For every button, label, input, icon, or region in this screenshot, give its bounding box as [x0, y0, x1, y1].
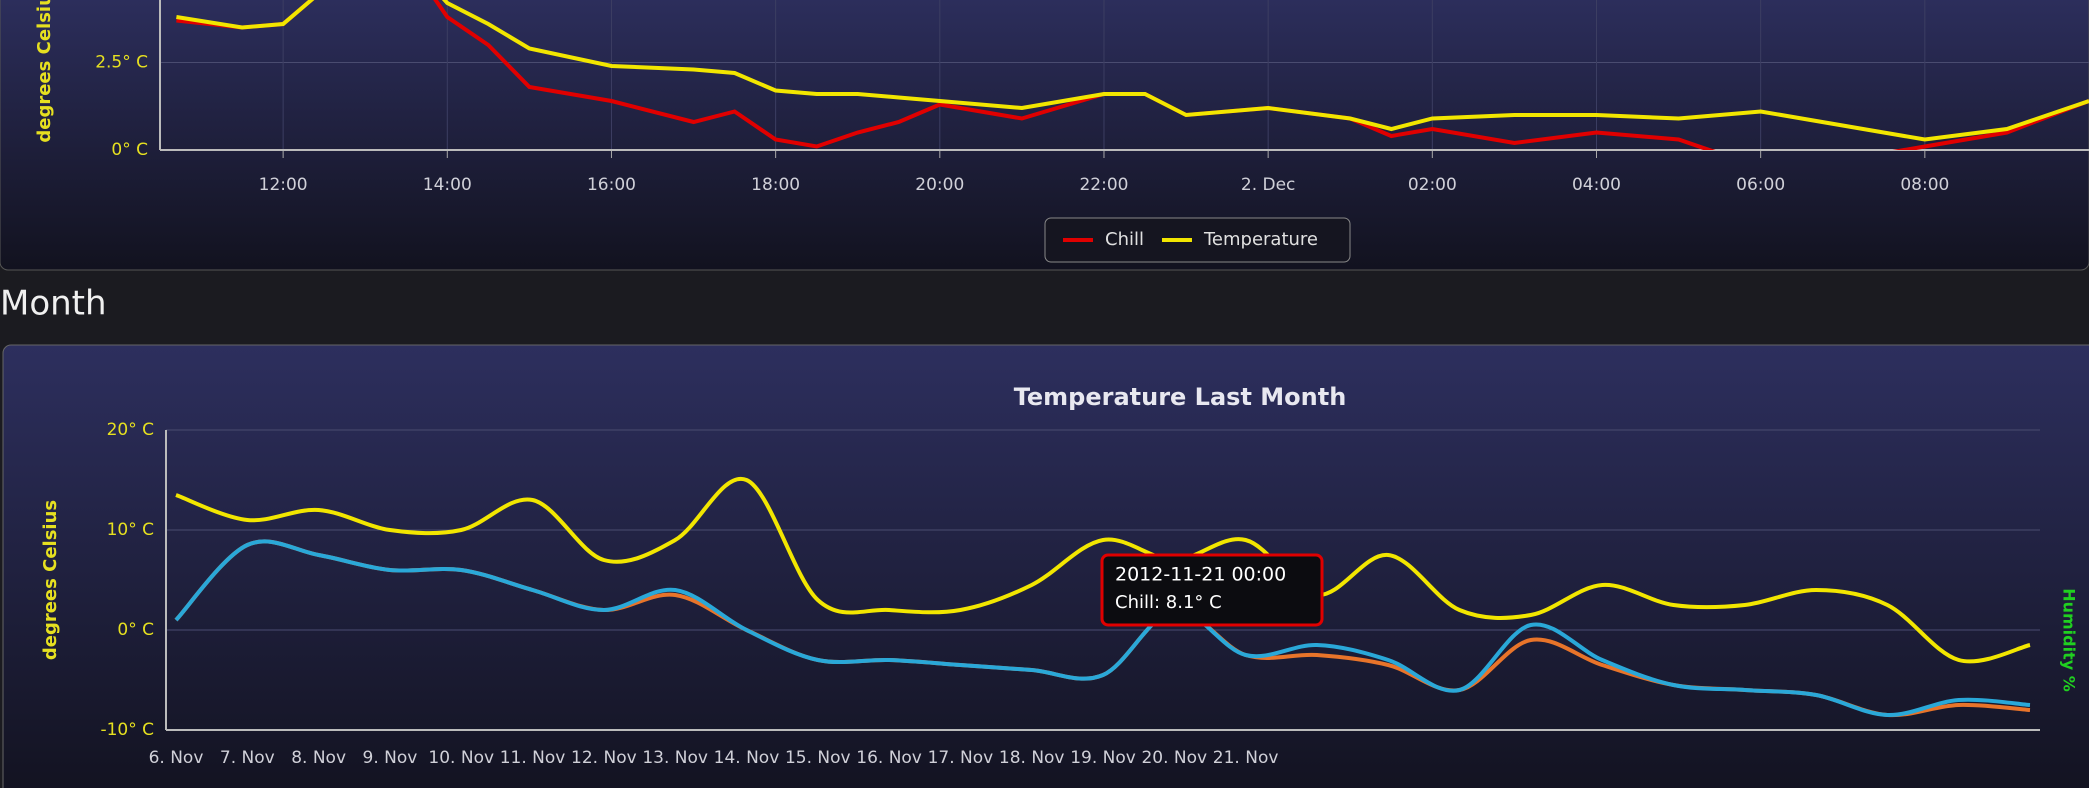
x-tick-label: 12:00: [259, 175, 308, 195]
y-tick-label: 20° C: [107, 420, 154, 440]
x-tick-label: 22:00: [1079, 175, 1128, 195]
tooltip: 2012-11-21 00:00 Chill: 8.1° C: [1100, 553, 1324, 627]
y-tick-label: 0° C: [111, 140, 148, 160]
x-tick-label: 14. Nov: [714, 748, 780, 768]
legend-label: Chill: [1105, 229, 1144, 250]
tooltip-text: Chill: 8.1° C: [1115, 592, 1222, 613]
x-tick-label: 10. Nov: [428, 748, 494, 768]
x-tick-label: 14:00: [423, 175, 472, 195]
x-tick-label: 04:00: [1572, 175, 1621, 195]
x-tick-label: 18. Nov: [999, 748, 1065, 768]
line: [174, 539, 2031, 718]
tooltip-box: [1100, 553, 1324, 627]
y-tick-label: 2.5° C: [95, 53, 148, 73]
line: [176, 0, 2089, 142]
x-tick-label: 16. Nov: [856, 748, 922, 768]
panel-top: [0, 0, 2089, 271]
x-tick-label: 15. Nov: [785, 748, 851, 768]
x-tick-label: 18:00: [751, 175, 800, 195]
x-tick-label: 08:00: [1900, 175, 1949, 195]
y-tick-label: 0° C: [117, 620, 154, 640]
line: [175, 476, 2031, 664]
x-tick-label: 20. Nov: [1141, 748, 1207, 768]
x-tick-label: 2. Dec: [1241, 175, 1296, 195]
x-tick-label: 11. Nov: [500, 748, 566, 768]
legend: Chill Temperature: [1044, 217, 1351, 263]
x-tick-label: 9. Nov: [363, 748, 418, 768]
tooltip-title: 2012-11-21 00:00: [1115, 564, 1286, 586]
x-tick-label: 06:00: [1736, 175, 1785, 195]
y-tick-label: 10° C: [107, 520, 154, 540]
x-tick-label: 7. Nov: [220, 748, 275, 768]
y2-axis-label: Humidity %: [2060, 588, 2079, 692]
x-tick-label: 17. Nov: [928, 748, 994, 768]
y-tick-label: -10° C: [100, 720, 154, 740]
chart-title: Temperature Last Month: [1014, 383, 1347, 411]
y-axis-label: degrees Celsius: [34, 0, 55, 143]
section-heading: Month: [0, 284, 107, 324]
legend-label: Temperature: [1203, 229, 1318, 250]
x-tick-label: 12. Nov: [571, 748, 637, 768]
x-tick-label: 02:00: [1408, 175, 1457, 195]
x-tick-label: 16:00: [587, 175, 636, 195]
panel-bottom: [2, 344, 2089, 788]
x-tick-label: 20:00: [915, 175, 964, 195]
x-tick-label: 6. Nov: [149, 748, 204, 768]
legend-box: [1044, 217, 1351, 263]
x-tick-label: 13. Nov: [642, 748, 708, 768]
y-axis-label: degrees Celsius: [40, 500, 61, 660]
x-tick-label: 21. Nov: [1213, 748, 1279, 768]
line: [176, 0, 2089, 150]
x-tick-label: 8. Nov: [291, 748, 346, 768]
x-tick-label: 19. Nov: [1070, 748, 1136, 768]
